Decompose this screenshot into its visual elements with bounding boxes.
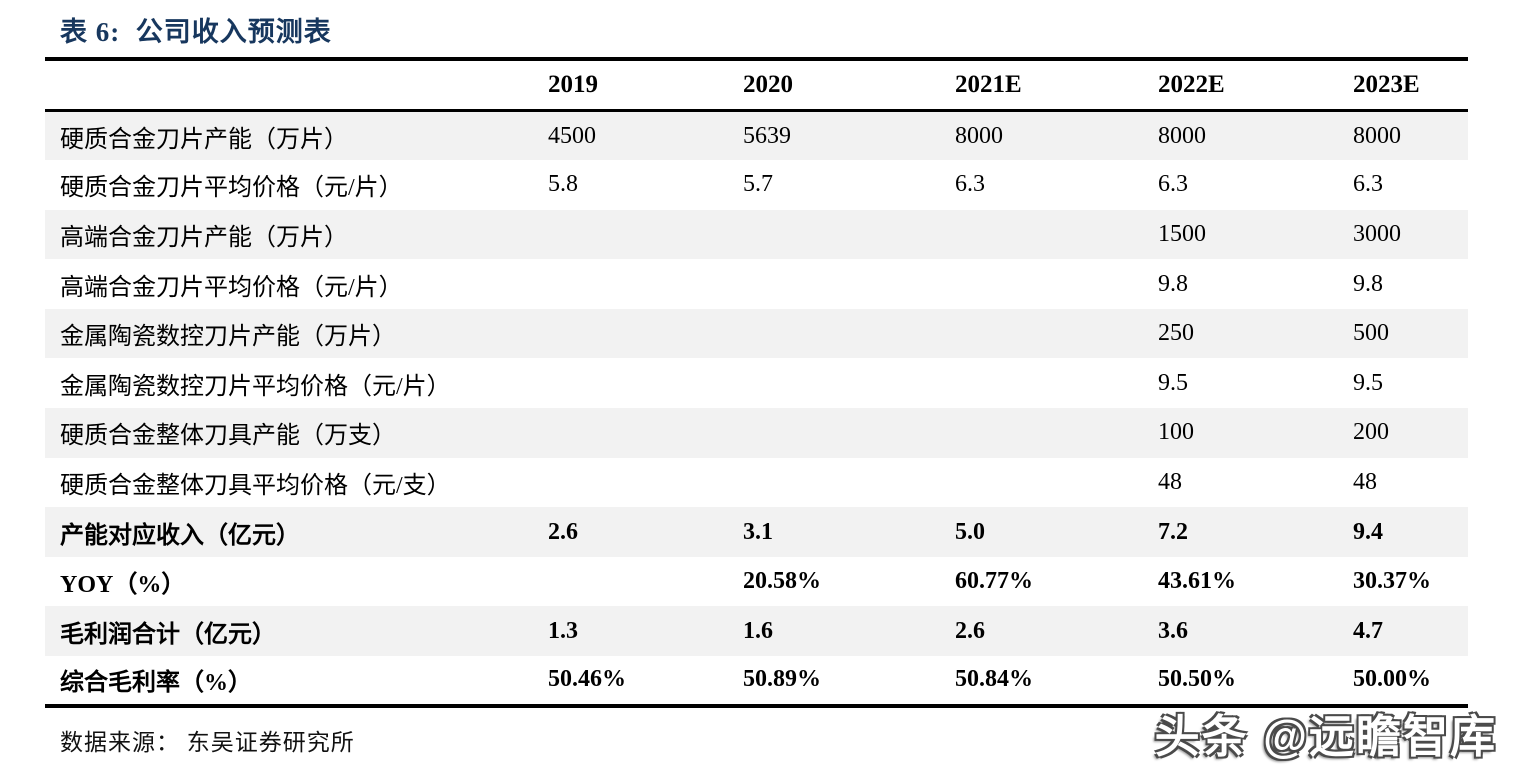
data-source-note: 数据来源： 东吴证券研究所: [60, 730, 355, 755]
cell-value: 250: [1158, 320, 1194, 347]
row-label: 综合毛利率（%）: [60, 670, 252, 697]
cell-value: [548, 557, 743, 607]
revenue-forecast-table: 2019 2020 2021E 2022E 2023E 硬质合金刀片产能（万片）…: [45, 57, 1468, 708]
cell-value: [743, 309, 955, 359]
cell-value: 5.0: [955, 518, 985, 545]
cell-value: 60.77%: [955, 568, 1033, 595]
table-title: 表 6: 公司收入预测表: [60, 17, 332, 47]
table-row-gross-margin: 综合毛利率（%） 50.46% 50.89% 50.84% 50.50% 50.…: [45, 656, 1468, 706]
cell-value: 43.61%: [1158, 568, 1236, 595]
cell-value: 9.5: [1353, 369, 1383, 396]
row-label: 高端合金刀片平均价格（元/片）: [60, 274, 403, 301]
cell-value: 6.3: [955, 171, 985, 198]
cell-value: 5.7: [743, 171, 773, 198]
cell-value: 3.6: [1158, 617, 1188, 644]
cell-value: 50.89%: [743, 666, 821, 693]
cell-value: [548, 358, 743, 408]
cell-value: [548, 259, 743, 309]
column-header-2021e: 2021E: [955, 59, 1158, 112]
cell-value: [743, 259, 955, 309]
table-row: 硬质合金整体刀具产能（万支） 100 200: [45, 408, 1468, 458]
row-label: 硬质合金刀片产能（万片）: [60, 126, 348, 153]
cell-value: 1500: [1158, 220, 1206, 247]
cell-value: 2.6: [955, 617, 985, 644]
cell-value: 6.3: [1158, 171, 1188, 198]
table-row: 金属陶瓷数控刀片平均价格（元/片） 9.5 9.5: [45, 358, 1468, 408]
cell-value: [955, 458, 1158, 508]
cell-value: 50.46%: [548, 666, 626, 693]
cell-value: [955, 210, 1158, 260]
cell-value: 20.58%: [743, 568, 821, 595]
cell-value: 5.8: [548, 171, 578, 198]
cell-value: 50.50%: [1158, 666, 1236, 693]
table-row-yoy: YOY（%） 20.58% 60.77% 43.61% 30.37%: [45, 557, 1468, 607]
table-header-row: 2019 2020 2021E 2022E 2023E: [45, 59, 1468, 112]
table-row-revenue: 产能对应收入（亿元） 2.6 3.1 5.0 7.2 9.4: [45, 507, 1468, 557]
table-row: 硬质合金刀片平均价格（元/片） 5.8 5.7 6.3 6.3 6.3: [45, 160, 1468, 210]
cell-value: 500: [1353, 320, 1389, 347]
table-row: 硬质合金整体刀具平均价格（元/支） 48 48: [45, 458, 1468, 508]
row-label: 硬质合金整体刀具产能（万支）: [60, 423, 396, 450]
cell-value: 2.6: [548, 518, 578, 545]
cell-value: 50.00%: [1353, 666, 1431, 693]
row-label: YOY（%）: [60, 572, 186, 599]
row-label: 高端合金刀片产能（万片）: [60, 224, 348, 251]
cell-value: [955, 309, 1158, 359]
table-row: 硬质合金刀片产能（万片） 4500 5639 8000 8000 8000: [45, 110, 1468, 161]
cell-value: 3000: [1353, 220, 1401, 247]
table-row: 高端合金刀片产能（万片） 1500 3000: [45, 209, 1468, 260]
cell-value: 6.3: [1353, 171, 1383, 198]
cell-value: 8000: [1353, 122, 1401, 149]
table-row: 高端合金刀片平均价格（元/片） 9.8 9.8: [45, 259, 1468, 309]
cell-value: 4.7: [1353, 617, 1383, 644]
watermark-toutiao-yuanzhan: 头条 @远瞻智库: [1154, 711, 1497, 762]
cell-value: 48: [1158, 468, 1182, 495]
cell-value: 7.2: [1158, 518, 1188, 545]
cell-value: 1.3: [548, 617, 578, 644]
cell-value: 200: [1353, 419, 1389, 446]
column-header-2020: 2020: [743, 59, 955, 112]
cell-value: 8000: [955, 122, 1003, 149]
cell-value: [955, 408, 1158, 458]
cell-value: 100: [1158, 419, 1194, 446]
cell-value: 30.37%: [1353, 568, 1431, 595]
cell-value: 8000: [1158, 122, 1206, 149]
cell-value: [955, 259, 1158, 309]
header-blank: [45, 59, 548, 112]
cell-value: 9.8: [1353, 270, 1383, 297]
table-row-gross-profit: 毛利润合计（亿元） 1.3 1.6 2.6 3.6 4.7: [45, 606, 1468, 657]
cell-value: [548, 309, 743, 359]
column-header-2019: 2019: [548, 59, 743, 112]
cell-value: [743, 408, 955, 458]
cell-value: 5639: [743, 122, 791, 149]
cell-value: 50.84%: [955, 666, 1033, 693]
cell-value: [548, 408, 743, 458]
cell-value: 9.8: [1158, 270, 1188, 297]
cell-value: 48: [1353, 468, 1377, 495]
cell-value: 9.4: [1353, 518, 1383, 545]
cell-value: 3.1: [743, 518, 773, 545]
cell-value: [743, 210, 955, 260]
table-row: 金属陶瓷数控刀片产能（万片） 250 500: [45, 308, 1468, 359]
cell-value: 9.5: [1158, 369, 1188, 396]
cell-value: [955, 358, 1158, 408]
cell-value: [743, 458, 955, 508]
row-label: 硬质合金刀片平均价格（元/片）: [60, 175, 403, 202]
row-label: 硬质合金整体刀具平均价格（元/支）: [60, 472, 451, 499]
row-label: 产能对应收入（亿元）: [60, 522, 300, 549]
column-header-2023e: 2023E: [1353, 59, 1468, 112]
cell-value: [743, 358, 955, 408]
column-header-2022e: 2022E: [1158, 59, 1353, 112]
row-label: 金属陶瓷数控刀片平均价格（元/片）: [60, 373, 451, 400]
row-label: 金属陶瓷数控刀片产能（万片）: [60, 324, 396, 351]
cell-value: 4500: [548, 122, 596, 149]
cell-value: 1.6: [743, 617, 773, 644]
row-label: 毛利润合计（亿元）: [60, 621, 276, 648]
cell-value: [548, 458, 743, 508]
cell-value: [548, 210, 743, 260]
